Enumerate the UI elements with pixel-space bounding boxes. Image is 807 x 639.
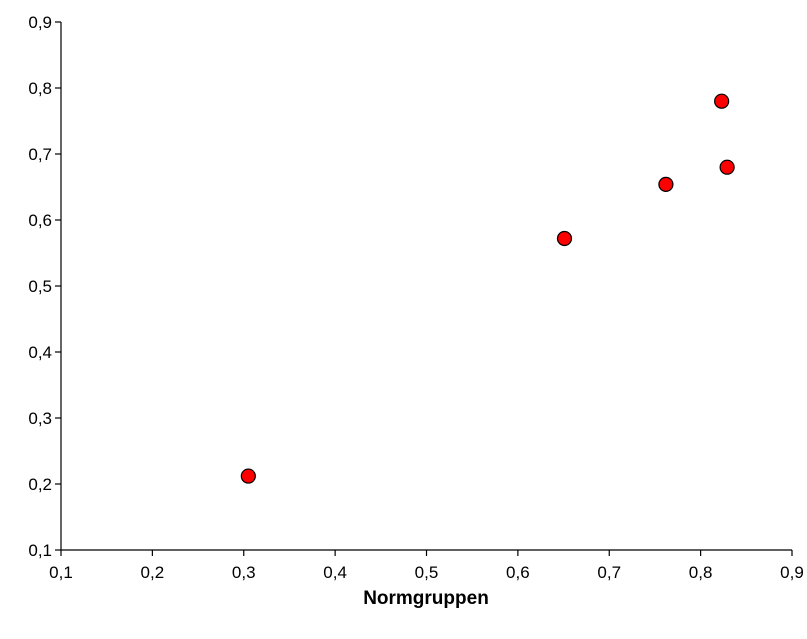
x-tick-label: 0,8 <box>689 563 713 582</box>
data-point <box>556 230 573 247</box>
y-tick-label: 0,3 <box>28 409 52 428</box>
data-points <box>240 93 735 484</box>
y-tick-label: 0,4 <box>28 343 52 362</box>
y-tick-label: 0,6 <box>28 211 52 230</box>
y-tick-label: 0,1 <box>28 541 52 560</box>
x-tick-label: 0,9 <box>780 563 804 582</box>
data-point <box>714 93 730 109</box>
y-tick-label: 0,7 <box>28 145 52 164</box>
x-tick-label: 0,2 <box>141 563 165 582</box>
y-tick-label: 0,9 <box>28 13 52 32</box>
data-point <box>658 176 674 192</box>
y-tick-label: 0,5 <box>28 277 52 296</box>
data-point <box>719 159 735 175</box>
x-axis-title: Normgruppen <box>363 588 489 609</box>
y-tick-label: 0,2 <box>28 475 52 494</box>
plot-area <box>60 22 792 551</box>
x-tick-label: 0,4 <box>323 563 347 582</box>
x-tick-label: 0,3 <box>232 563 256 582</box>
x-tick-label: 0,5 <box>415 563 439 582</box>
y-tick-label: 0,8 <box>28 79 52 98</box>
x-tick-label: 0,1 <box>49 563 73 582</box>
y-axis-ticks: 0,1 0,2 0,3 0,4 0,5 0,6 0,7 0,8 0,9 <box>28 13 61 560</box>
x-tick-label: 0,7 <box>597 563 621 582</box>
x-axis-ticks: 0,1 0,2 0,3 0,4 0,5 0,6 0,7 0,8 0,9 <box>49 550 804 582</box>
data-point <box>240 468 256 484</box>
x-tick-label: 0,6 <box>506 563 530 582</box>
